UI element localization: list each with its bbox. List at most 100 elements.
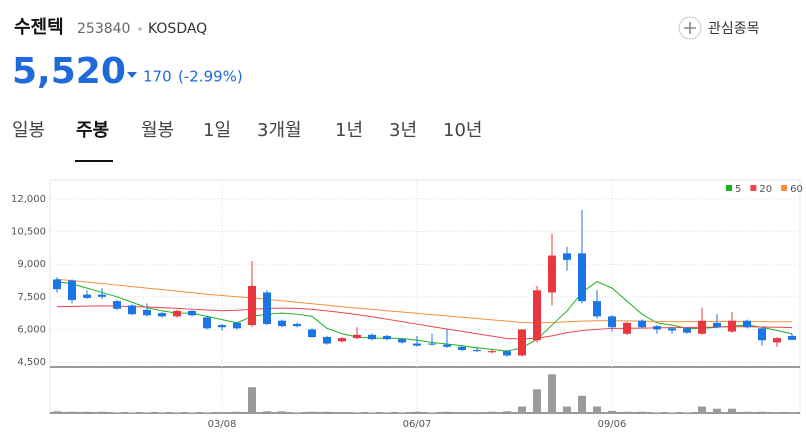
candle-body	[338, 338, 346, 341]
candle-body	[488, 351, 496, 352]
candle-body	[308, 329, 316, 337]
volume-bar	[698, 407, 706, 413]
stock-name: 수젠텍	[14, 17, 64, 38]
y-tick-label: 4,500	[17, 357, 46, 368]
candle-body	[53, 279, 61, 289]
volume-bar	[623, 412, 631, 413]
candle-body	[533, 290, 541, 340]
volume-bar	[473, 412, 481, 413]
down-arrow	[127, 72, 137, 78]
candle-body	[578, 253, 586, 301]
volume-bar	[338, 412, 346, 413]
volume-bar	[788, 412, 796, 413]
candle-body	[143, 310, 151, 315]
candle-body	[473, 350, 481, 351]
candle-body	[653, 326, 661, 329]
candle-body	[413, 344, 421, 346]
volume-bar	[713, 409, 721, 413]
volume-bar	[593, 407, 601, 413]
volume-bar	[578, 396, 586, 413]
volume-bar	[323, 412, 331, 413]
tab[interactable]: 3개월	[257, 120, 302, 141]
candle-body	[668, 328, 676, 330]
volume-bar	[533, 389, 541, 413]
volume-bar	[263, 411, 271, 413]
price: 5,520	[12, 51, 126, 92]
volume-bar	[503, 411, 511, 413]
x-tick-label: 09/06	[598, 419, 627, 430]
change: 170	[143, 68, 172, 86]
volume-bar	[278, 411, 286, 413]
candle-body	[83, 295, 91, 298]
legend-swatch	[726, 185, 732, 191]
volume-bar	[563, 407, 571, 413]
candle-body	[128, 305, 136, 314]
y-tick-label: 6,000	[17, 324, 46, 335]
candle-body	[158, 313, 166, 316]
y-tick-label: 9,000	[17, 259, 46, 270]
candle-body	[548, 256, 556, 293]
volume-bar	[743, 412, 751, 413]
candle-body	[368, 335, 376, 339]
candle-body	[113, 301, 121, 309]
candle-body	[68, 281, 76, 301]
candle-body	[428, 344, 436, 345]
legend-swatch	[781, 185, 787, 191]
x-tick-label: 03/08	[208, 419, 237, 430]
ma-line	[57, 306, 792, 339]
legend-label: 5	[735, 184, 741, 195]
candle-body	[503, 351, 511, 355]
candle-body	[683, 328, 691, 332]
x-tick-label: 06/07	[403, 419, 432, 430]
candle-body	[743, 321, 751, 328]
volume-bar	[443, 412, 451, 413]
volume-bar	[758, 412, 766, 413]
volume-bar	[68, 412, 76, 413]
candle-body	[218, 325, 226, 327]
tab[interactable]: 주봉	[76, 120, 109, 141]
tab[interactable]: 월봉	[141, 120, 174, 141]
y-tick-label: 12,000	[11, 194, 46, 205]
candle-body	[98, 295, 106, 297]
volume-bar	[488, 412, 496, 413]
volume-bar	[218, 412, 226, 413]
tab[interactable]: 1년	[335, 120, 363, 141]
volume-bar	[308, 412, 316, 413]
candle-body	[233, 323, 241, 328]
legend-label: 60	[790, 184, 803, 195]
candle-body	[608, 316, 616, 327]
candle-body	[563, 253, 571, 260]
candle-body	[173, 311, 181, 316]
watch-button[interactable]: 관심종목	[679, 17, 760, 39]
candle-body	[518, 329, 526, 355]
candle-body	[713, 323, 721, 327]
tab[interactable]: 1일	[203, 120, 231, 141]
volume-bar	[458, 412, 466, 413]
candle-body	[593, 301, 601, 316]
tab[interactable]: 일봉	[12, 120, 45, 141]
candle-body	[758, 328, 766, 340]
candle-body	[788, 336, 796, 340]
volume-bar	[608, 411, 616, 413]
dot	[138, 27, 142, 31]
volume-bar	[638, 412, 646, 413]
candle-body	[398, 339, 406, 342]
tab[interactable]: 10년	[443, 120, 482, 141]
candle-body	[623, 323, 631, 334]
tab[interactable]: 3년	[389, 120, 417, 141]
volume-bar	[83, 412, 91, 413]
volume-bar	[413, 412, 421, 413]
y-tick-label: 7,500	[17, 292, 46, 303]
ma-line	[57, 279, 792, 322]
candle-body	[278, 321, 286, 326]
legend-label: 20	[759, 184, 772, 195]
candle-body	[353, 335, 361, 338]
candle-body	[203, 317, 211, 328]
candle-body	[728, 321, 736, 332]
change-pct: (-2.99%)	[178, 68, 243, 86]
legend-swatch	[750, 185, 756, 191]
candle-body	[443, 345, 451, 347]
candle-body	[773, 338, 781, 342]
